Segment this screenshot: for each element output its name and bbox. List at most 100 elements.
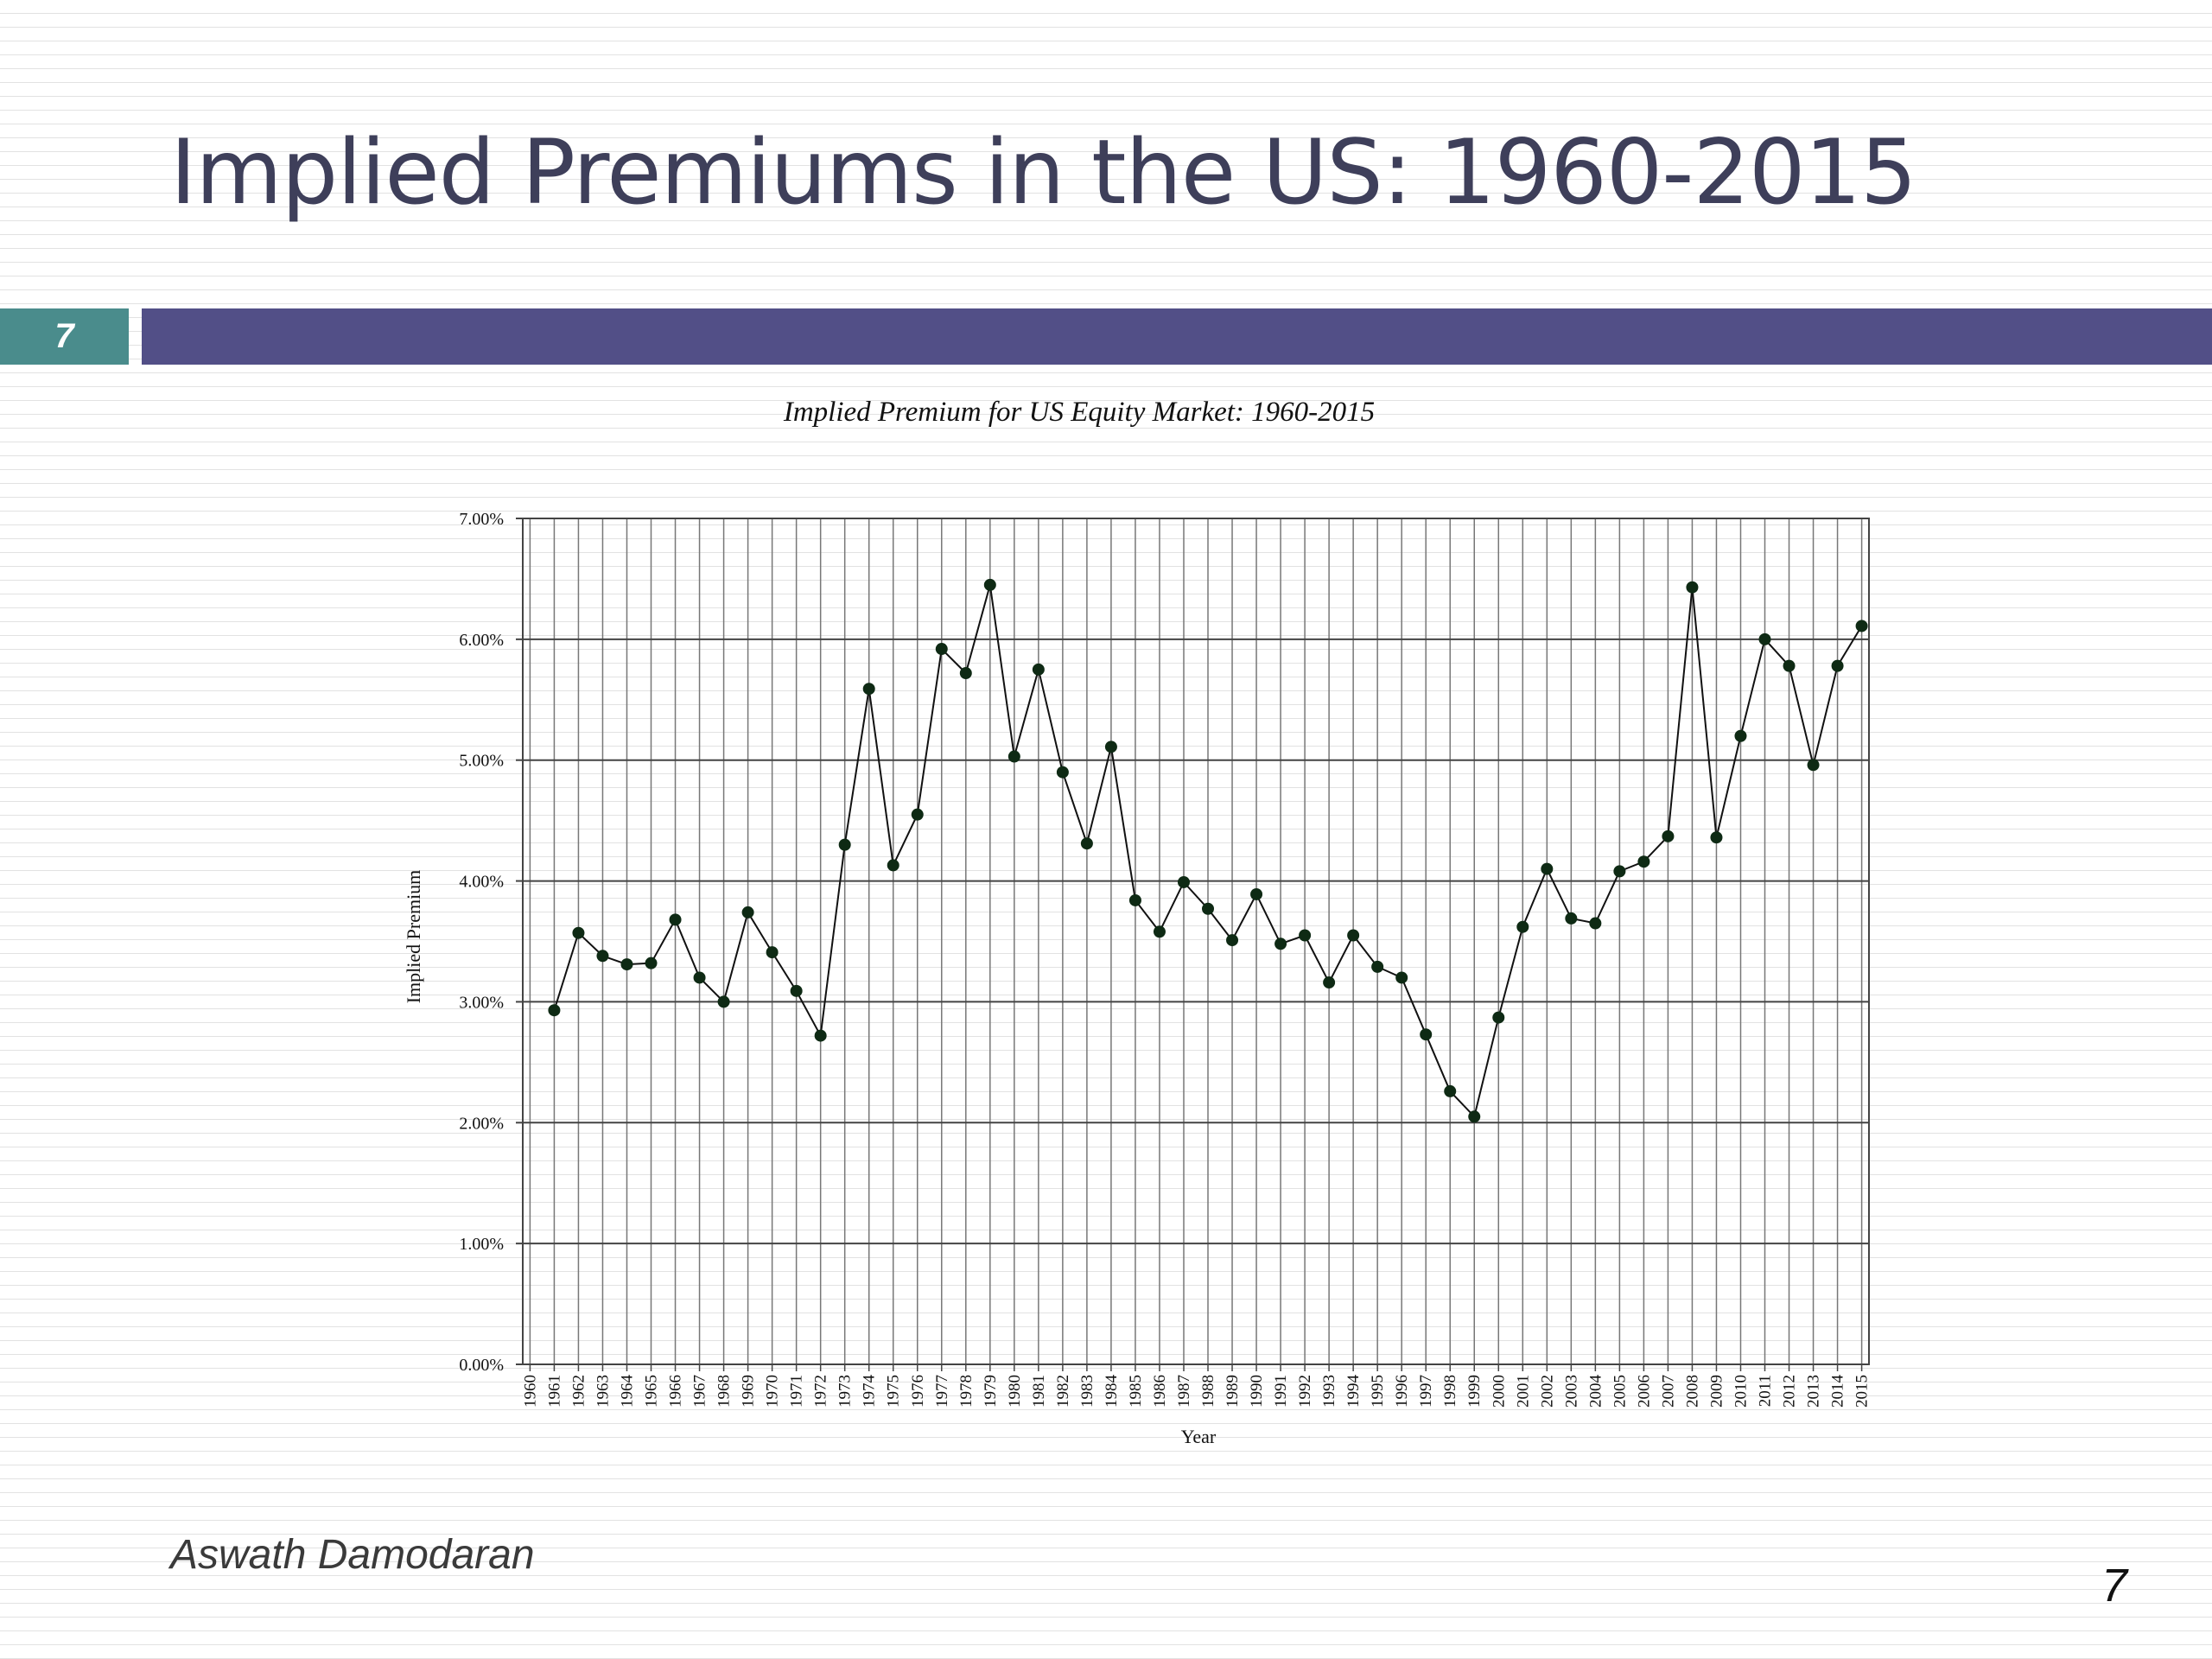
data-point [935,643,948,656]
x-axis-label: Year [1181,1426,1217,1447]
data-point [1128,893,1141,906]
x-tick-label: 1986 [1151,1375,1169,1408]
x-tick-label: 1973 [836,1375,855,1408]
data-point [669,913,682,926]
y-axis-label: Implied Premium [403,870,424,1004]
data-point [887,859,899,872]
x-tick-label: 2009 [1707,1375,1726,1408]
data-point [1202,902,1215,915]
data-points [548,578,1868,1123]
x-tick-label: 1979 [982,1375,1000,1408]
x-tick-label: 1972 [812,1375,830,1408]
header-band [142,308,2212,365]
x-tick-label: 1992 [1296,1375,1314,1408]
data-point [1250,887,1263,900]
data-point [596,950,609,963]
data-point [1104,741,1117,753]
data-point [1637,855,1650,868]
x-tick-label: 1988 [1199,1375,1217,1408]
x-tick-label: 1984 [1103,1375,1121,1408]
data-point [1323,976,1336,989]
x-tick-label: 1999 [1465,1375,1484,1408]
x-tick-label: 1967 [691,1375,709,1408]
y-axis-ticks: 0.00% 1.00% 2.00% 3.00% 4.00% 5.00% 6.00% 7.00% [459,510,523,1375]
data-point [1758,632,1771,645]
data-point [1734,729,1747,742]
x-tick-label: 1985 [1127,1375,1145,1408]
data-point [548,1004,561,1017]
x-tick-label: 2012 [1781,1375,1799,1408]
data-point [1686,581,1699,594]
data-point [1371,960,1384,973]
data-point [1226,934,1239,947]
x-tick-label: 2000 [1490,1375,1508,1408]
data-point [862,683,875,696]
y-tick-label: 4.00% [459,873,504,892]
data-point [1153,925,1166,938]
x-tick-label: 1978 [957,1375,976,1408]
x-tick-label: 1969 [740,1375,758,1408]
data-point [838,838,851,851]
y-tick-label: 0.00% [459,1356,504,1375]
data-point [983,578,996,591]
x-tick-label: 1974 [861,1375,879,1408]
data-point [620,958,633,971]
grid-lines [523,518,1869,1365]
x-tick-label: 2005 [1611,1375,1629,1408]
x-tick-label: 1960 [521,1375,539,1408]
x-tick-label: 1982 [1054,1375,1072,1408]
x-tick-label: 2015 [1853,1375,1872,1408]
x-tick-label: 1998 [1441,1375,1459,1408]
x-tick-label: 2013 [1805,1375,1823,1408]
data-point [693,971,706,984]
data-point [790,984,803,997]
data-point [1347,929,1360,942]
x-tick-label: 1971 [788,1375,806,1408]
data-point [1420,1028,1433,1041]
data-point [1032,663,1045,676]
x-tick-label: 1975 [885,1375,903,1408]
data-point [1589,917,1602,930]
x-tick-label: 1963 [594,1375,612,1408]
x-axis-ticks: 1960 1961 1962 1963 1964 1965 1966 1967 1968 1969… [521,1364,1872,1408]
x-tick-label: 1976 [909,1375,927,1408]
x-tick-label: 2014 [1829,1375,1847,1408]
data-point [959,667,972,680]
data-point [572,926,585,939]
data-point [717,995,730,1008]
data-point [1395,971,1408,984]
x-tick-label: 1962 [569,1375,588,1408]
page-number: 7 [2101,1560,2128,1611]
data-point [741,906,754,918]
x-tick-label: 1965 [643,1375,661,1408]
data-point [1299,929,1312,942]
y-tick-label: 3.00% [459,993,504,1012]
x-tick-label: 2004 [1586,1375,1605,1408]
data-point [766,946,779,959]
x-tick-label: 1997 [1417,1375,1435,1408]
data-point [1274,938,1287,950]
data-point [1541,862,1554,875]
x-tick-label: 2011 [1757,1375,1775,1407]
x-tick-label: 1964 [618,1375,636,1408]
y-tick-label: 1.00% [459,1235,504,1254]
x-tick-label: 1983 [1078,1375,1096,1408]
data-point [1855,620,1868,632]
data-point [645,957,658,969]
data-point [1080,837,1093,850]
data-point [1007,750,1020,763]
page-title: Implied Premiums in the US: 1960-2015 [170,121,1917,225]
data-point [1468,1110,1481,1123]
x-tick-label: 2006 [1635,1375,1653,1408]
plot-border [522,518,1870,1365]
x-tick-label: 2002 [1538,1375,1556,1408]
x-tick-label: 1995 [1369,1375,1387,1408]
data-point [1662,830,1675,842]
data-point [1056,766,1069,779]
x-tick-label: 1980 [1006,1375,1024,1408]
data-point [1516,920,1529,933]
x-tick-label: 1970 [764,1375,782,1408]
data-point [1492,1011,1505,1024]
x-tick-label: 1977 [933,1375,951,1408]
